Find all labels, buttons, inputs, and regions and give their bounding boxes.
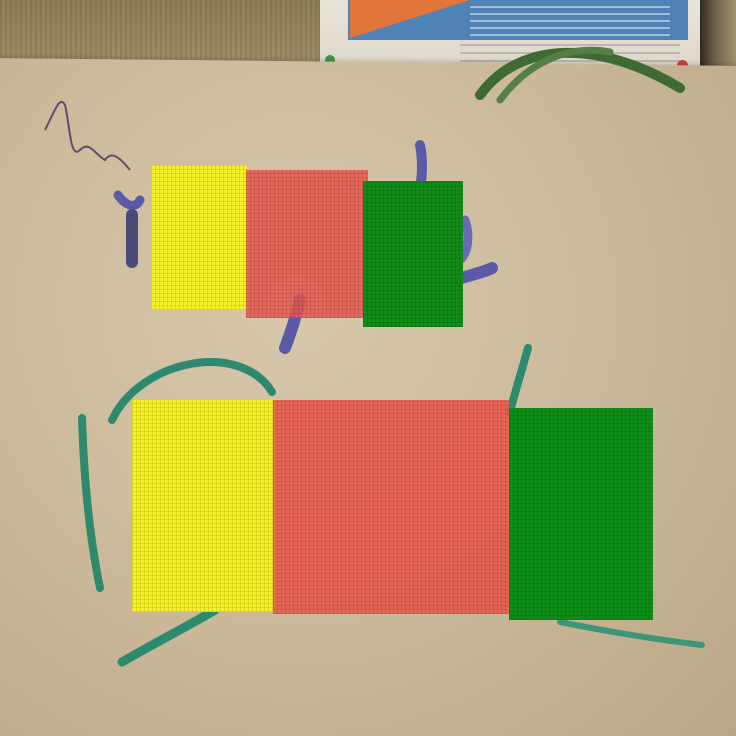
green-pushpin xyxy=(325,55,335,65)
pen-scribble xyxy=(44,100,131,171)
teal-marker-line xyxy=(117,605,220,667)
teal-marker-line xyxy=(506,344,532,416)
green-mask-bottom xyxy=(509,408,653,620)
teal-marker-line xyxy=(78,414,104,592)
plant-leaf xyxy=(496,46,614,104)
yellow-mask-top xyxy=(151,165,248,310)
teal-marker-arc xyxy=(108,358,276,424)
poster-header-lines xyxy=(470,6,670,36)
red-mask-top xyxy=(246,170,368,318)
yellow-mask-bottom xyxy=(132,400,277,612)
marker-stroke xyxy=(457,215,473,263)
poster-orange-shape xyxy=(350,0,470,38)
green-mask-top xyxy=(363,181,463,327)
teal-marker-line xyxy=(557,619,705,648)
red-mask-bottom xyxy=(273,400,509,614)
marker-stroke xyxy=(113,190,145,210)
